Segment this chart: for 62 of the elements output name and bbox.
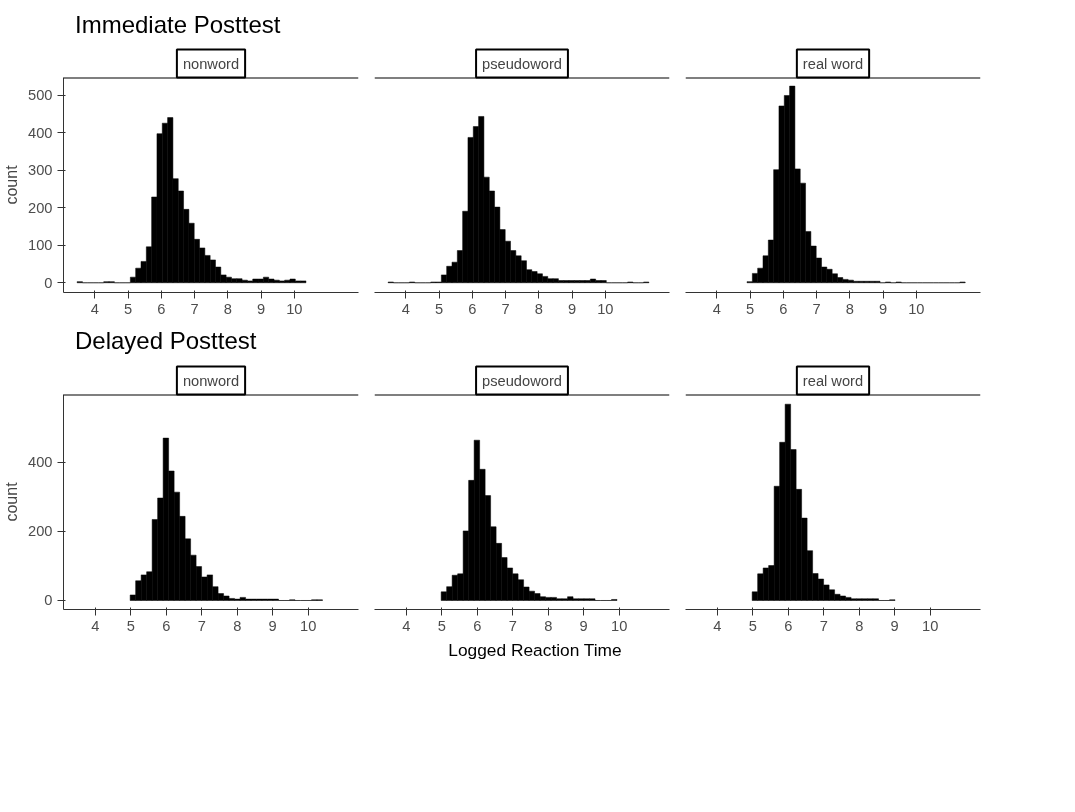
x-tick-label: 4 (90, 300, 99, 317)
x-tick-label: 9 (567, 300, 577, 317)
chart-subtitle: pseudoword (482, 55, 562, 72)
y-axis-title: count (3, 165, 21, 205)
y-axis-title: count (3, 481, 21, 522)
y-tick-label: 400 (28, 453, 53, 470)
x-tick-label: 6 (784, 617, 793, 634)
y-tick-label: 200 (28, 200, 53, 217)
x-tick-label: 10 (922, 617, 939, 634)
x-tick-label: 5 (123, 300, 133, 317)
x-tick-label: 10 (597, 300, 614, 317)
x-tick-label: 7 (190, 300, 199, 317)
x-tick-label: 4 (712, 300, 721, 317)
x-tick-label: 5 (434, 300, 444, 317)
y-tick-label: 200 (28, 522, 53, 539)
x-tick-label: 9 (268, 617, 277, 634)
x-tick-label: 4 (713, 617, 722, 634)
x-tick-label: 4 (91, 617, 100, 634)
chart-subtitle: real word (802, 372, 864, 389)
x-tick-label: 7 (819, 617, 828, 634)
chart-subtitle: pseudoword (482, 372, 562, 389)
x-tick-label: 5 (745, 300, 755, 317)
x-tick-label: 9 (878, 300, 888, 317)
x-tick-label: 8 (233, 617, 242, 634)
x-tick-label: 10 (286, 300, 303, 317)
x-tick-label: 6 (157, 300, 166, 317)
x-tick-label: 6 (779, 300, 788, 317)
chart-subtitle: real word (802, 55, 864, 72)
x-tick-label: 5 (126, 617, 135, 634)
chart-title: Immediate Posttest (75, 10, 281, 40)
x-tick-label: 9 (256, 300, 266, 317)
x-tick-label: 8 (544, 617, 553, 634)
x-tick-label: 8 (534, 300, 543, 317)
x-tick-label: 9 (890, 617, 899, 634)
y-tick-label: 100 (28, 237, 53, 254)
x-tick-label: 4 (402, 617, 411, 634)
y-tick-label: 0 (44, 275, 53, 292)
x-tick-label: 7 (501, 300, 510, 317)
x-tick-label: 7 (812, 300, 821, 317)
x-tick-label: 10 (908, 300, 925, 317)
x-tick-label: 7 (508, 617, 517, 634)
chart-subtitle: nonword (182, 372, 240, 389)
chart-title: Delayed Posttest (75, 326, 257, 357)
chart-subtitle: nonword (182, 55, 240, 72)
x-tick-label: 8 (223, 300, 232, 317)
x-tick-label: 7 (197, 617, 206, 634)
x-tick-label: 8 (845, 300, 854, 317)
x-tick-label: 6 (473, 617, 482, 634)
x-tick-label: 10 (611, 617, 628, 634)
x-tick-label: 8 (855, 617, 864, 634)
y-tick-label: 300 (28, 162, 53, 179)
y-tick-label: 0 (44, 592, 53, 609)
x-tick-label: 10 (300, 617, 317, 634)
y-tick-label: 500 (28, 87, 53, 104)
x-tick-label: 6 (468, 300, 477, 317)
x-axis-title: Logged Reaction Time (448, 638, 622, 662)
x-tick-label: 9 (579, 617, 588, 634)
x-tick-label: 6 (162, 617, 171, 634)
x-tick-label: 5 (437, 617, 446, 634)
y-tick-label: 400 (28, 125, 53, 142)
x-tick-label: 4 (401, 300, 410, 317)
x-tick-label: 5 (748, 617, 757, 634)
